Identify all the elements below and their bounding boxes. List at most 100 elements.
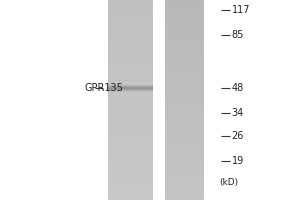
Bar: [108, 183, 153, 187]
Bar: [108, 90, 153, 91]
Text: (kD): (kD): [219, 178, 238, 188]
Bar: [165, 143, 204, 147]
Bar: [165, 183, 204, 187]
Bar: [108, 103, 153, 107]
Bar: [165, 83, 204, 87]
Bar: [165, 80, 204, 83]
Bar: [108, 57, 153, 60]
Bar: [165, 103, 204, 107]
Bar: [165, 187, 204, 190]
Bar: [108, 197, 153, 200]
Bar: [165, 57, 204, 60]
Bar: [108, 193, 153, 197]
Bar: [108, 87, 153, 90]
Bar: [110, 83, 152, 84]
Bar: [108, 173, 153, 177]
Bar: [108, 30, 153, 33]
Bar: [165, 73, 204, 77]
Bar: [165, 197, 204, 200]
Bar: [165, 77, 204, 80]
Bar: [165, 47, 204, 50]
Bar: [108, 80, 153, 83]
Bar: [165, 167, 204, 170]
Bar: [108, 17, 153, 20]
Bar: [165, 190, 204, 193]
Bar: [108, 117, 153, 120]
Bar: [165, 110, 204, 113]
Bar: [165, 0, 204, 3]
Bar: [165, 137, 204, 140]
Bar: [165, 130, 204, 133]
Bar: [165, 20, 204, 23]
Bar: [165, 177, 204, 180]
Text: 26: 26: [232, 131, 244, 141]
Bar: [165, 7, 204, 10]
Bar: [108, 89, 153, 90]
Bar: [108, 143, 153, 147]
Bar: [165, 160, 204, 163]
Bar: [108, 153, 153, 157]
Bar: [108, 43, 153, 47]
Bar: [108, 150, 153, 153]
Bar: [108, 7, 153, 10]
Bar: [108, 60, 153, 63]
Bar: [165, 113, 204, 117]
Bar: [165, 150, 204, 153]
Bar: [110, 81, 152, 82]
Bar: [110, 82, 152, 83]
Bar: [108, 90, 153, 93]
Bar: [165, 13, 204, 17]
Text: 19: 19: [232, 156, 244, 166]
Bar: [108, 113, 153, 117]
Bar: [108, 0, 153, 3]
Bar: [165, 27, 204, 30]
Bar: [108, 120, 153, 123]
Bar: [108, 47, 153, 50]
Bar: [165, 50, 204, 53]
Bar: [165, 67, 204, 70]
Bar: [108, 140, 153, 143]
Bar: [108, 97, 153, 100]
Bar: [165, 30, 204, 33]
Bar: [165, 117, 204, 120]
Bar: [108, 70, 153, 73]
Bar: [165, 90, 204, 93]
Bar: [108, 190, 153, 193]
Bar: [165, 43, 204, 47]
Bar: [165, 147, 204, 150]
Bar: [165, 133, 204, 137]
Bar: [165, 53, 204, 57]
Bar: [165, 157, 204, 160]
Bar: [108, 147, 153, 150]
Bar: [108, 133, 153, 137]
Bar: [165, 3, 204, 7]
Bar: [108, 27, 153, 30]
Bar: [108, 88, 153, 89]
Bar: [165, 173, 204, 177]
Text: 48: 48: [232, 83, 244, 93]
Bar: [165, 163, 204, 167]
Bar: [110, 80, 152, 81]
Bar: [165, 127, 204, 130]
Bar: [108, 67, 153, 70]
Bar: [165, 140, 204, 143]
Bar: [108, 33, 153, 37]
Bar: [165, 107, 204, 110]
Bar: [108, 87, 153, 88]
Bar: [165, 170, 204, 173]
Bar: [108, 110, 153, 113]
Bar: [165, 153, 204, 157]
Bar: [165, 97, 204, 100]
Text: 34: 34: [232, 108, 244, 118]
Bar: [165, 17, 204, 20]
Bar: [108, 86, 153, 87]
Text: 85: 85: [232, 30, 244, 40]
Bar: [108, 93, 153, 97]
Bar: [108, 40, 153, 43]
Bar: [108, 84, 153, 85]
Bar: [165, 70, 204, 73]
Bar: [165, 123, 204, 127]
Bar: [108, 100, 153, 103]
Bar: [165, 10, 204, 13]
Bar: [108, 73, 153, 77]
